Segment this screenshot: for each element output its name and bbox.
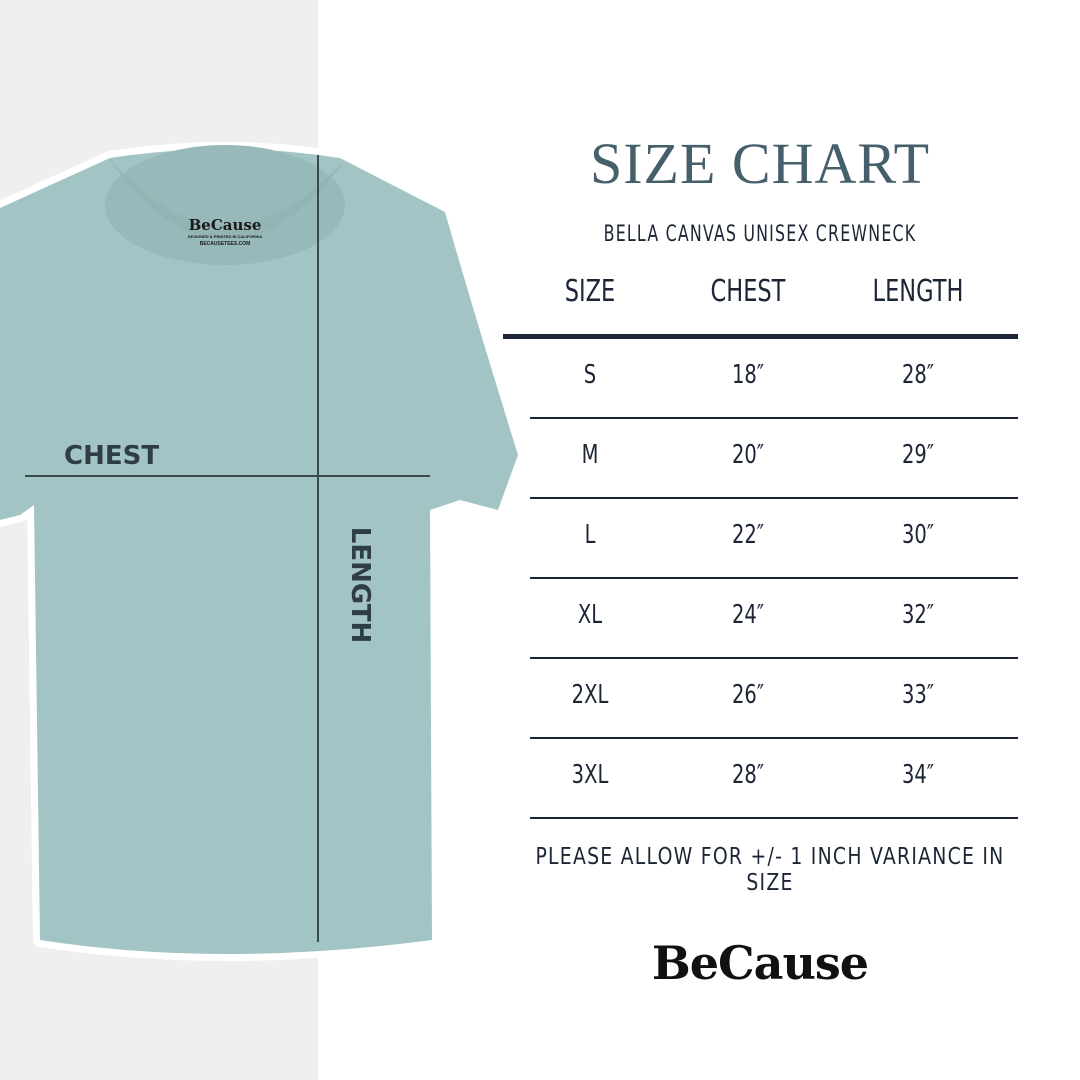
cell-size: M: [581, 440, 599, 470]
cell-chest: 18″: [731, 360, 765, 390]
row-divider: [530, 737, 1018, 739]
column-header-chest: CHEST: [710, 274, 786, 309]
cell-length: 32″: [901, 600, 935, 630]
cell-size: S: [583, 360, 597, 390]
header-divider: [503, 334, 1018, 339]
cell-chest: 20″: [731, 440, 765, 470]
cell-chest: 24″: [731, 600, 765, 630]
cell-length: 30″: [901, 520, 935, 550]
cell-chest: 28″: [731, 760, 765, 790]
cell-size: XL: [577, 600, 603, 630]
neck-tag: BeCause DESIGNED & PRINTED IN CALIFORNIA…: [187, 216, 263, 247]
column-header-length: LENGTH: [872, 274, 964, 309]
brand-logo: BeCause: [651, 936, 869, 990]
cell-length: 28″: [901, 360, 935, 390]
cell-chest: 22″: [731, 520, 765, 550]
cell-length: 34″: [901, 760, 935, 790]
row-divider: [530, 497, 1018, 499]
row-divider: [530, 417, 1018, 419]
cell-chest: 26″: [731, 680, 765, 710]
cell-length: 33″: [901, 680, 935, 710]
chest-label: CHEST: [64, 441, 160, 471]
cell-size: 2XL: [571, 680, 609, 710]
page-title: SIZE CHART: [589, 131, 931, 196]
row-divider: [530, 577, 1018, 579]
variance-note: PLEASE ALLOW FOR +/- 1 INCH VARIANCE IN …: [535, 844, 1005, 896]
product-subtitle: BELLA CANVAS UNISEX CREWNECK: [603, 222, 917, 247]
cell-size: L: [584, 520, 596, 550]
cell-length: 29″: [901, 440, 935, 470]
row-divider: [530, 817, 1018, 819]
cell-size: 3XL: [571, 760, 609, 790]
row-divider: [530, 657, 1018, 659]
length-label: LENGTH: [345, 526, 375, 644]
column-header-size: SIZE: [564, 274, 616, 309]
tshirt-image: [0, 145, 518, 954]
